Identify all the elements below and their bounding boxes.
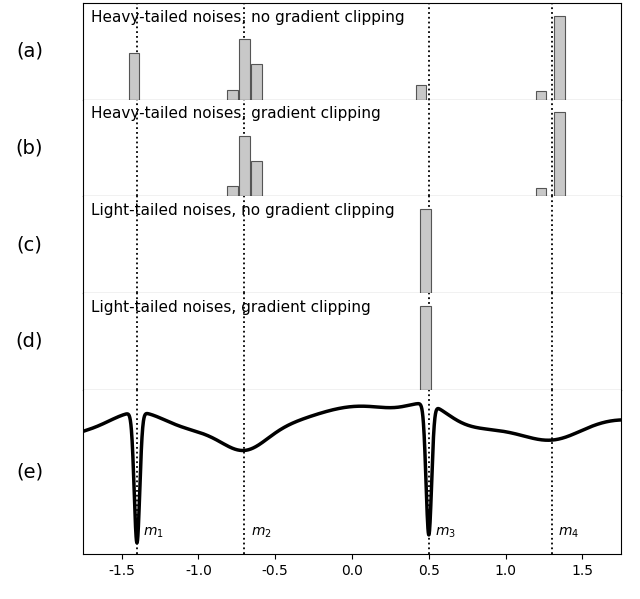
Text: (e): (e) [16, 462, 43, 482]
Text: (d): (d) [16, 332, 43, 351]
Bar [536, 188, 547, 196]
Bar [239, 136, 250, 196]
Text: $m_4$: $m_4$ [558, 526, 579, 540]
Bar [554, 112, 564, 196]
Text: $m_1$: $m_1$ [143, 526, 164, 540]
Text: Heavy-tailed noises, gradient clipping: Heavy-tailed noises, gradient clipping [92, 107, 381, 122]
Text: Light-tailed noises, no gradient clipping: Light-tailed noises, no gradient clippin… [92, 203, 395, 218]
Text: Heavy-tailed noises, no gradient clipping: Heavy-tailed noises, no gradient clippin… [92, 10, 405, 25]
Text: $m_3$: $m_3$ [435, 526, 456, 540]
Bar [416, 84, 426, 99]
Bar [227, 90, 237, 99]
Bar [252, 161, 262, 196]
Text: $m_2$: $m_2$ [251, 526, 271, 540]
Bar [227, 186, 237, 196]
Bar [239, 39, 250, 99]
Text: (b): (b) [16, 138, 43, 158]
Bar [420, 305, 431, 390]
Bar [129, 53, 140, 99]
Bar [420, 209, 431, 293]
Text: (a): (a) [16, 42, 43, 61]
Text: Light-tailed noises, gradient clipping: Light-tailed noises, gradient clipping [92, 300, 371, 315]
Bar [252, 64, 262, 99]
Text: (c): (c) [17, 235, 42, 254]
Bar [536, 91, 547, 99]
Bar [554, 16, 564, 99]
